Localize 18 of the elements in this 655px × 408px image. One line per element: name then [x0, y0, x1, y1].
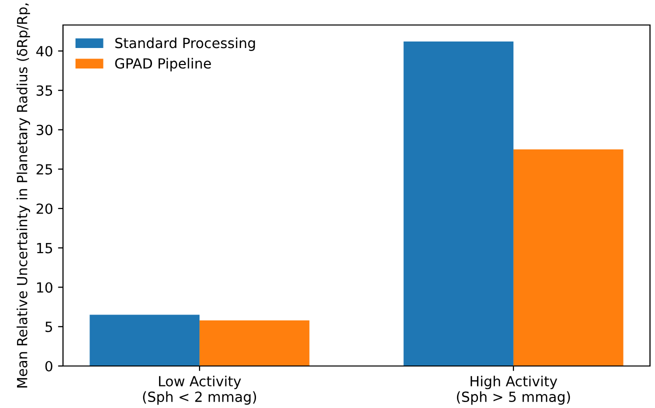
y-tick-label: 15 — [37, 243, 52, 254]
y-tick-label: 30 — [36, 124, 52, 136]
y-axis-title: Mean Relative Uncertainty in Planetary Radius (δRp/Rp, — [16, 4, 30, 388]
bar — [200, 320, 310, 366]
y-tick-label: 0 — [45, 360, 52, 372]
bar — [90, 314, 200, 366]
y-tick-label: 25 — [36, 164, 52, 175]
y-tick-label: 40 — [36, 46, 52, 56]
bar — [404, 42, 514, 366]
y-tick-label: 20 — [36, 203, 52, 214]
y-tick-label: 35 — [36, 85, 52, 96]
legend-label: GPAD Pipeline — [115, 58, 211, 72]
y-tick-label: 5 — [46, 322, 52, 332]
x-tick-label: Low Activity (Sph < 2 mmag) — [143, 376, 256, 405]
bar — [513, 149, 624, 366]
legend-label: Standard Processing — [115, 38, 255, 51]
y-tick-label: 10 — [37, 282, 52, 293]
x-tick-label: High Activity (Sph > 5 mmag) — [456, 376, 570, 405]
